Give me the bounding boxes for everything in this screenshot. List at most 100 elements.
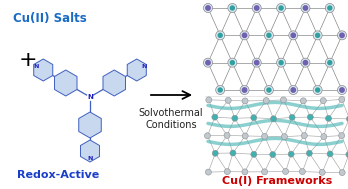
Polygon shape [55,70,77,96]
Circle shape [339,132,345,139]
Text: Cu(II) Salts: Cu(II) Salts [13,12,87,25]
Text: Cu(I) Frameworks: Cu(I) Frameworks [222,176,332,186]
Circle shape [242,88,247,92]
Circle shape [205,133,211,139]
Polygon shape [34,59,53,81]
Circle shape [242,169,248,175]
Text: N: N [34,64,39,69]
Text: Solvothermal
Conditions: Solvothermal Conditions [139,108,203,130]
Polygon shape [80,140,100,162]
Circle shape [328,61,332,65]
Circle shape [218,88,222,92]
Circle shape [288,151,294,157]
Circle shape [299,169,306,175]
Circle shape [232,115,238,121]
Circle shape [216,31,225,40]
Circle shape [282,134,287,140]
Text: +: + [19,50,37,70]
Circle shape [313,31,322,40]
Circle shape [289,85,298,94]
Circle shape [277,4,286,12]
Circle shape [270,116,277,122]
Circle shape [242,33,247,38]
Circle shape [212,114,218,120]
Circle shape [340,88,344,92]
Circle shape [325,58,334,67]
Circle shape [316,33,319,37]
Circle shape [340,33,344,38]
Circle shape [327,151,333,157]
Circle shape [252,4,261,12]
Circle shape [339,170,345,176]
Circle shape [224,132,230,138]
Circle shape [270,152,276,158]
Text: N: N [87,156,93,161]
Circle shape [225,97,231,103]
Circle shape [339,96,345,102]
Circle shape [204,58,213,67]
Circle shape [301,133,307,139]
Circle shape [338,85,347,94]
Circle shape [242,133,248,139]
Circle shape [280,97,286,103]
Circle shape [325,4,334,12]
Circle shape [313,85,322,94]
Circle shape [212,150,218,156]
Circle shape [301,4,310,12]
Circle shape [267,33,271,37]
Circle shape [228,4,237,12]
Circle shape [289,31,298,40]
Circle shape [228,58,237,67]
Circle shape [252,58,261,67]
Circle shape [346,152,348,157]
Circle shape [301,58,310,67]
Circle shape [264,85,274,94]
Circle shape [316,88,319,92]
Circle shape [206,6,210,10]
Circle shape [230,150,236,156]
Circle shape [283,168,288,174]
Circle shape [264,31,274,40]
Circle shape [307,114,313,120]
Circle shape [205,169,211,175]
Circle shape [306,150,313,156]
Circle shape [319,169,325,175]
Circle shape [262,133,268,139]
Circle shape [240,31,249,40]
Circle shape [216,85,225,94]
Circle shape [251,115,257,121]
Circle shape [218,33,222,37]
Circle shape [206,60,210,65]
Circle shape [279,61,283,65]
Text: N: N [141,64,146,69]
Circle shape [251,151,257,157]
Circle shape [291,33,295,38]
Circle shape [325,115,332,121]
Circle shape [321,134,327,140]
Circle shape [254,6,259,10]
FancyArrowPatch shape [151,91,190,99]
Circle shape [338,31,347,40]
Circle shape [291,88,295,92]
Circle shape [206,97,212,103]
Circle shape [240,85,249,94]
Circle shape [279,6,283,10]
Polygon shape [103,70,126,96]
Circle shape [303,60,308,65]
Circle shape [263,98,269,104]
Circle shape [254,60,259,65]
Circle shape [289,114,295,120]
Circle shape [242,98,248,104]
Text: Redox-Active: Redox-Active [17,170,99,180]
Circle shape [204,4,213,12]
Circle shape [300,98,306,104]
Polygon shape [79,112,101,138]
Circle shape [224,169,230,175]
Circle shape [320,98,326,104]
Circle shape [303,6,308,10]
Circle shape [230,61,234,65]
Circle shape [262,169,268,175]
Circle shape [230,6,234,10]
Circle shape [347,116,348,122]
Text: N: N [87,94,93,100]
